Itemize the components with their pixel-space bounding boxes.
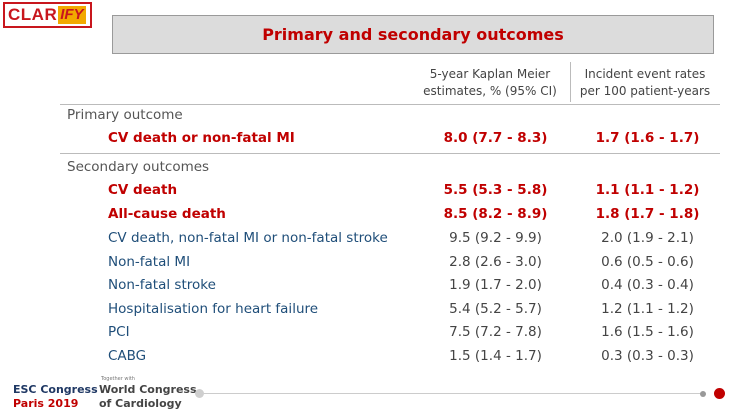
event-rate: 1.8 (1.7 - 1.8) xyxy=(595,206,700,222)
logo-box: IFY xyxy=(58,6,86,24)
event-rate: 1.6 (1.5 - 1.6) xyxy=(601,324,694,340)
row-label: Hospitalisation for heart failure xyxy=(108,301,319,317)
progress-track xyxy=(200,393,704,394)
table-row: PCI 7.5 (7.2 - 7.8) 1.6 (1.5 - 1.6) xyxy=(0,324,735,346)
row-label: CV death or non-fatal MI xyxy=(108,130,295,146)
event-rate: 0.6 (0.5 - 0.6) xyxy=(601,254,694,270)
column-header-rate-line2: per 100 patient-years xyxy=(579,84,711,98)
event-rate: 2.0 (1.9 - 2.1) xyxy=(601,230,694,246)
table-row: Non-fatal stroke 1.9 (1.7 - 2.0) 0.4 (0.… xyxy=(0,277,735,299)
clarify-logo: CLAR IFY xyxy=(3,2,92,28)
together-with-label: Together with xyxy=(101,376,135,382)
world-congress-sub-label: of Cardiology xyxy=(99,397,182,410)
table-row: CABG 1.5 (1.4 - 1.7) 0.3 (0.3 - 0.3) xyxy=(0,348,735,370)
table-row: CV death, non-fatal MI or non-fatal stro… xyxy=(0,230,735,252)
column-divider xyxy=(570,62,571,102)
progress-current-dot xyxy=(714,388,725,399)
event-rate: 1.7 (1.6 - 1.7) xyxy=(595,130,700,146)
progress-start-dot xyxy=(195,389,204,398)
row-label: CV death, non-fatal MI or non-fatal stro… xyxy=(108,230,388,246)
table-row: Hospitalisation for heart failure 5.4 (5… xyxy=(0,301,735,323)
column-header-km-line2: estimates, % (95% CI) xyxy=(423,84,557,98)
section-row-primary: Primary outcome xyxy=(0,107,735,129)
table-row: CV death 5.5 (5.3 - 5.8) 1.1 (1.1 - 1.2) xyxy=(0,182,735,204)
row-label: CABG xyxy=(108,348,147,364)
esc-location-label: Paris 2019 xyxy=(13,397,79,410)
section-row-secondary: Secondary outcomes xyxy=(0,159,735,181)
header-divider xyxy=(60,104,720,105)
title-box: Primary and secondary outcomes xyxy=(112,15,714,54)
section-label-primary: Primary outcome xyxy=(67,107,183,123)
km-estimate: 5.5 (5.3 - 5.8) xyxy=(443,182,548,198)
progress-grey-dot xyxy=(700,391,706,397)
km-estimate: 8.5 (8.2 - 8.9) xyxy=(443,206,548,222)
world-congress-label: World Congress xyxy=(99,383,197,396)
event-rate: 0.4 (0.3 - 0.4) xyxy=(601,277,694,293)
km-estimate: 1.9 (1.7 - 2.0) xyxy=(449,277,542,293)
km-estimate: 5.4 (5.2 - 5.7) xyxy=(449,301,542,317)
event-rate: 1.2 (1.1 - 1.2) xyxy=(601,301,694,317)
km-estimate: 1.5 (1.4 - 1.7) xyxy=(449,348,542,364)
row-label: Non-fatal MI xyxy=(108,254,191,270)
km-estimate: 2.8 (2.6 - 3.0) xyxy=(449,254,542,270)
column-header-rate-line1: Incident event rates xyxy=(584,67,706,81)
section-divider xyxy=(60,153,720,154)
column-header-rate: Incident event rates per 100 patient-yea… xyxy=(575,66,715,100)
km-estimate: 9.5 (9.2 - 9.9) xyxy=(449,230,542,246)
column-header-km-line1: 5-year Kaplan Meier xyxy=(429,67,551,81)
column-header-km: 5-year Kaplan Meier estimates, % (95% CI… xyxy=(420,66,560,100)
table-row: Non-fatal MI 2.8 (2.6 - 3.0) 0.6 (0.5 - … xyxy=(0,254,735,276)
row-label: PCI xyxy=(108,324,130,340)
logo-text: CLAR xyxy=(8,5,58,24)
row-label: CV death xyxy=(108,182,178,198)
section-label-secondary: Secondary outcomes xyxy=(67,159,210,175)
km-estimate: 8.0 (7.7 - 8.3) xyxy=(443,130,548,146)
page-title: Primary and secondary outcomes xyxy=(262,25,564,44)
row-label: All-cause death xyxy=(108,206,226,222)
km-estimate: 7.5 (7.2 - 7.8) xyxy=(449,324,542,340)
table-row: All-cause death 8.5 (8.2 - 8.9) 1.8 (1.7… xyxy=(0,206,735,228)
esc-congress-label: ESC Congress xyxy=(13,383,98,396)
event-rate: 1.1 (1.1 - 1.2) xyxy=(595,182,700,198)
row-label: Non-fatal stroke xyxy=(108,277,216,293)
table-row: CV death or non-fatal MI 8.0 (7.7 - 8.3)… xyxy=(0,130,735,152)
event-rate: 0.3 (0.3 - 0.3) xyxy=(601,348,694,364)
